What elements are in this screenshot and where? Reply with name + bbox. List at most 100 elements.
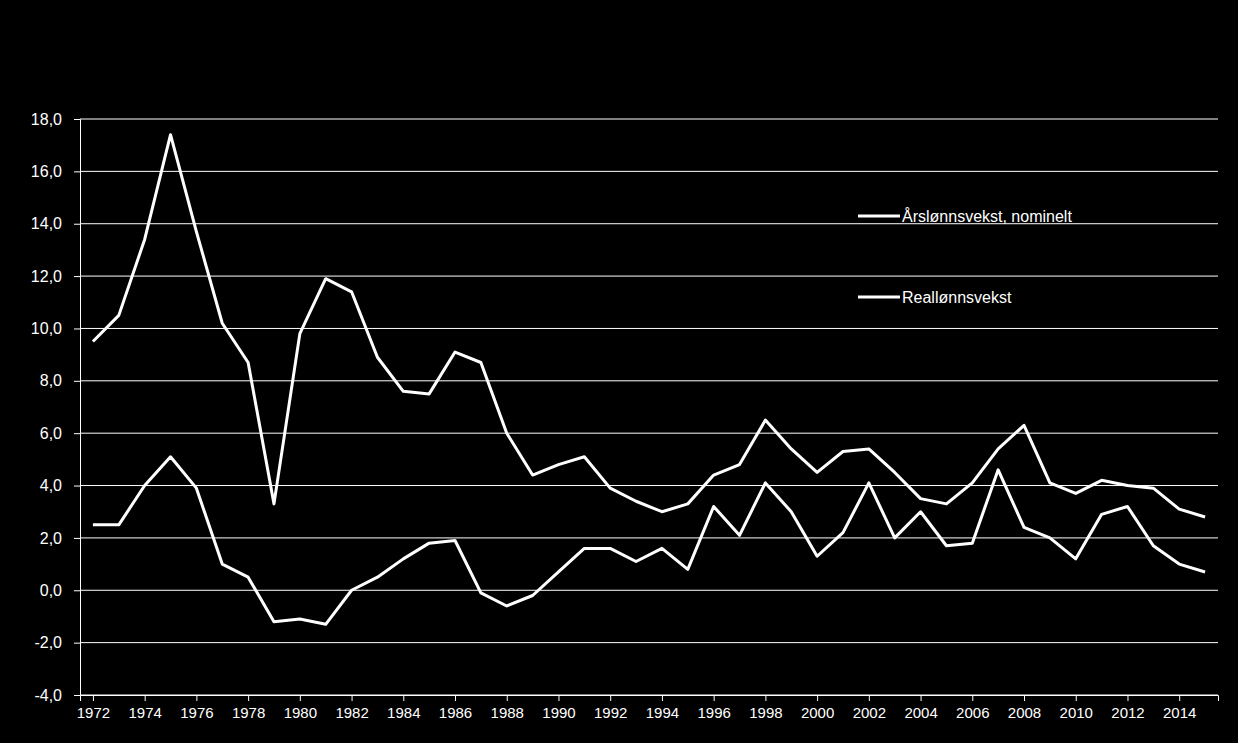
legend-label: Reallønnsvekst: [902, 289, 1012, 306]
y-tick-label: 10,0: [31, 320, 62, 337]
x-tick: 1980: [284, 695, 317, 721]
x-axis-line: [81, 696, 1219, 702]
x-tick: 1988: [491, 695, 524, 721]
x-tick: 2008: [1008, 695, 1041, 721]
x-tick-mark: [558, 695, 559, 701]
x-tick-mark: [507, 695, 508, 701]
x-tick-label: 1990: [542, 704, 575, 721]
y-tick: 18,0: [31, 111, 80, 128]
x-tick: 1978: [232, 695, 265, 721]
x-tick-label: 2002: [853, 704, 886, 721]
y-tick: 8,0: [40, 372, 80, 389]
x-tick-label: 1976: [180, 704, 213, 721]
x-tick-mark: [662, 695, 663, 701]
x-tick-mark: [714, 695, 715, 701]
x-tick: 2002: [853, 695, 886, 721]
y-tick: 12,0: [31, 268, 80, 285]
x-tick: 1986: [439, 695, 472, 721]
grid-line: [80, 433, 1218, 434]
y-axis: -4,0 -2,0 0,0 2,0 4,0 6,0 8,0 10,0 12,0 14,0 16,0 1…: [31, 111, 81, 704]
grid-line: [80, 642, 1218, 643]
y-tick-mark: [74, 328, 80, 329]
y-tick-label: 0,0: [40, 582, 62, 599]
legend: Årslønnsvekst, nominelt Reallønnsvekst: [858, 207, 1072, 306]
y-tick-mark: [74, 643, 80, 644]
x-tick: 1996: [697, 695, 730, 721]
y-tick-mark: [74, 276, 80, 277]
y-tick: 16,0: [31, 163, 80, 180]
x-tick-label: 2004: [904, 704, 937, 721]
y-tick: 0,0: [40, 582, 80, 599]
x-tick-mark: [300, 695, 301, 701]
y-tick-label: 12,0: [31, 268, 62, 285]
x-tick-mark: [403, 695, 404, 701]
y-tick-label: -4,0: [34, 687, 62, 704]
x-tick-label: 2010: [1060, 704, 1093, 721]
y-tick: 2,0: [40, 530, 80, 547]
grid-line: [80, 328, 1218, 329]
x-tick-label: 1992: [594, 704, 627, 721]
legend-swatch: [858, 296, 900, 299]
legend-label: Årslønnsvekst, nominelt: [902, 207, 1072, 225]
y-tick: 10,0: [31, 320, 80, 337]
y-tick: -2,0: [34, 634, 80, 651]
y-tick-label: -2,0: [34, 634, 62, 651]
x-tick-label: 1996: [697, 704, 730, 721]
x-tick-mark: [1076, 695, 1077, 701]
x-tick: 2012: [1111, 695, 1144, 721]
x-tick-label: 1984: [387, 704, 420, 721]
y-tick-mark: [74, 538, 80, 539]
x-tick-label: 1974: [128, 704, 161, 721]
legend-item: Reallønnsvekst: [858, 289, 1012, 306]
x-tick: 2004: [904, 695, 937, 721]
x-tick-label: 1980: [284, 704, 317, 721]
grid-line: [80, 276, 1218, 277]
x-tick-mark: [93, 695, 94, 701]
x-tick-mark: [817, 695, 818, 701]
x-tick: 1974: [128, 695, 161, 721]
x-tick: 1976: [180, 695, 213, 721]
x-tick-label: 2006: [956, 704, 989, 721]
series-line: [93, 135, 1205, 517]
y-tick: 4,0: [40, 477, 80, 494]
x-tick: 1982: [335, 695, 368, 721]
x-tick-mark: [869, 695, 870, 701]
series-line: [93, 457, 1205, 625]
x-tick: 1984: [387, 695, 420, 721]
x-tick-label: 1986: [439, 704, 472, 721]
x-tick-label: 1982: [335, 704, 368, 721]
x-tick: 2006: [956, 695, 989, 721]
y-tick-label: 4,0: [40, 477, 62, 494]
x-tick-label: 2014: [1163, 704, 1196, 721]
x-tick: 1994: [646, 695, 679, 721]
lines: [93, 135, 1205, 625]
x-tick-label: 2012: [1111, 704, 1144, 721]
x-tick: 1990: [542, 695, 575, 721]
x-tick-mark: [352, 695, 353, 701]
grid-line: [80, 590, 1218, 591]
x-tick-mark: [1024, 695, 1025, 701]
y-tick-mark: [74, 119, 80, 120]
y-tick-mark: [74, 224, 80, 225]
x-tick-mark: [972, 695, 973, 701]
x-tick: 2010: [1060, 695, 1093, 721]
plot: -4,0 -2,0 0,0 2,0 4,0 6,0 8,0 10,0 12,0 14,0 16,0 1…: [31, 111, 1219, 721]
legend-item: Årslønnsvekst, nominelt: [858, 207, 1072, 225]
grid-line: [80, 119, 1218, 120]
x-tick-mark: [455, 695, 456, 701]
grid: [80, 119, 1218, 695]
x-tick: 2000: [801, 695, 834, 721]
x-tick-label: 1998: [749, 704, 782, 721]
x-tick-mark: [248, 695, 249, 701]
x-tick-label: 2008: [1008, 704, 1041, 721]
y-tick-label: 8,0: [40, 372, 62, 389]
y-axis-line: [74, 120, 81, 696]
x-tick-label: 1988: [491, 704, 524, 721]
x-tick-label: 1994: [646, 704, 679, 721]
y-tick-mark: [74, 381, 80, 382]
x-tick-label: 1972: [77, 704, 110, 721]
y-tick-label: 14,0: [31, 215, 62, 232]
x-tick-mark: [921, 695, 922, 701]
y-tick-mark: [74, 695, 80, 696]
y-tick-label: 6,0: [40, 425, 62, 442]
